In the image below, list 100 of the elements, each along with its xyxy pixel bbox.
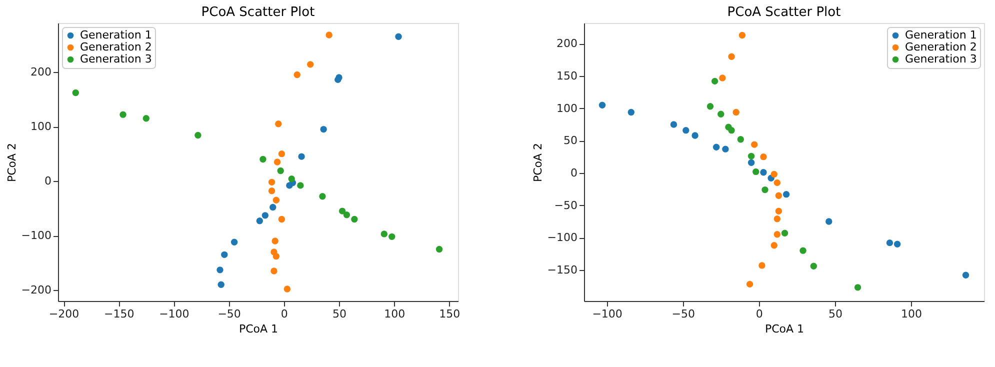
point (775, 192, 782, 199)
point (760, 153, 767, 160)
point (782, 190, 790, 198)
x-tick-label: 150 (439, 308, 460, 320)
legend-label: Generation 3 (80, 52, 152, 66)
point (770, 170, 778, 178)
point (338, 208, 346, 214)
point (286, 182, 293, 189)
point (142, 115, 150, 122)
point (436, 246, 443, 253)
point (278, 216, 286, 223)
legend-label: Generation 3 (905, 52, 977, 66)
point (718, 110, 724, 118)
point (326, 32, 332, 38)
point (278, 150, 286, 158)
point (272, 196, 280, 204)
point (728, 53, 735, 60)
x-tick-label: −150 (104, 308, 134, 320)
x-tick-label: 100 (384, 308, 406, 320)
point (268, 178, 276, 186)
y-tick-label: 50 (564, 134, 578, 148)
point (775, 208, 782, 214)
point (221, 251, 228, 258)
legend-label: Generation 2 (80, 40, 152, 54)
point (120, 111, 126, 118)
point (306, 61, 314, 68)
x-tick-label: 0 (756, 308, 763, 320)
point (380, 230, 388, 238)
point (388, 233, 396, 240)
point (758, 262, 766, 269)
point (297, 182, 304, 189)
x-tick-label: −200 (48, 308, 80, 320)
x-tick-label: −100 (592, 308, 622, 320)
point (262, 212, 269, 219)
point (230, 238, 238, 246)
point (800, 247, 806, 254)
point (298, 153, 305, 160)
y-tick-label: 100 (30, 120, 52, 134)
point (774, 231, 781, 238)
point (218, 281, 224, 288)
point (275, 120, 282, 128)
legend-label: Generation 1 (905, 28, 977, 42)
point (260, 156, 266, 163)
point (598, 102, 606, 108)
x-tick-label: 100 (900, 308, 922, 320)
y-tick-label: −200 (21, 284, 52, 297)
point (628, 108, 634, 116)
point (750, 141, 758, 148)
point (351, 216, 358, 223)
point (319, 192, 326, 200)
point (748, 152, 755, 160)
point (272, 252, 280, 260)
point (732, 108, 740, 116)
point (682, 126, 690, 134)
point (746, 280, 754, 288)
point (692, 132, 698, 139)
y-tick-label: 200 (30, 66, 52, 79)
point (752, 168, 760, 176)
point (277, 167, 284, 174)
chart-title: PCoA Scatter Plot (201, 5, 315, 20)
x-tick-label: 50 (332, 308, 346, 320)
point (770, 242, 778, 249)
y-tick-label: 150 (556, 70, 578, 83)
point (274, 158, 281, 166)
y-tick-label: −150 (547, 263, 578, 276)
point (774, 216, 781, 222)
point (711, 78, 718, 85)
x-axis-title: PCoA 1 (238, 322, 278, 336)
y-axis-title: PCoA 2 (531, 142, 544, 182)
point (288, 176, 295, 182)
x-tick-label: −100 (159, 308, 190, 320)
point (256, 218, 264, 224)
y-tick-label: −100 (21, 229, 52, 242)
point (737, 136, 744, 143)
point (294, 71, 300, 78)
point (962, 272, 970, 278)
point (712, 144, 720, 150)
point (395, 33, 402, 40)
x-tick-label: −50 (672, 308, 695, 320)
point (774, 179, 781, 186)
point (738, 32, 746, 39)
point (320, 126, 327, 133)
point (760, 168, 767, 176)
legend-label: Generation 1 (80, 28, 152, 42)
point (284, 286, 291, 292)
y-tick-label: 100 (556, 102, 578, 115)
point (72, 89, 79, 96)
point (670, 121, 678, 128)
point (194, 132, 202, 139)
point (781, 230, 788, 236)
y-tick-label: −50 (554, 198, 578, 212)
point (722, 146, 729, 152)
y-tick-label: 0 (570, 166, 578, 180)
point (748, 159, 755, 166)
point (706, 103, 714, 110)
point (810, 262, 818, 270)
point (334, 76, 342, 84)
point (268, 188, 276, 194)
chart-title: PCoA Scatter Plot (727, 5, 841, 20)
y-axis-title: PCoA 2 (5, 142, 18, 182)
